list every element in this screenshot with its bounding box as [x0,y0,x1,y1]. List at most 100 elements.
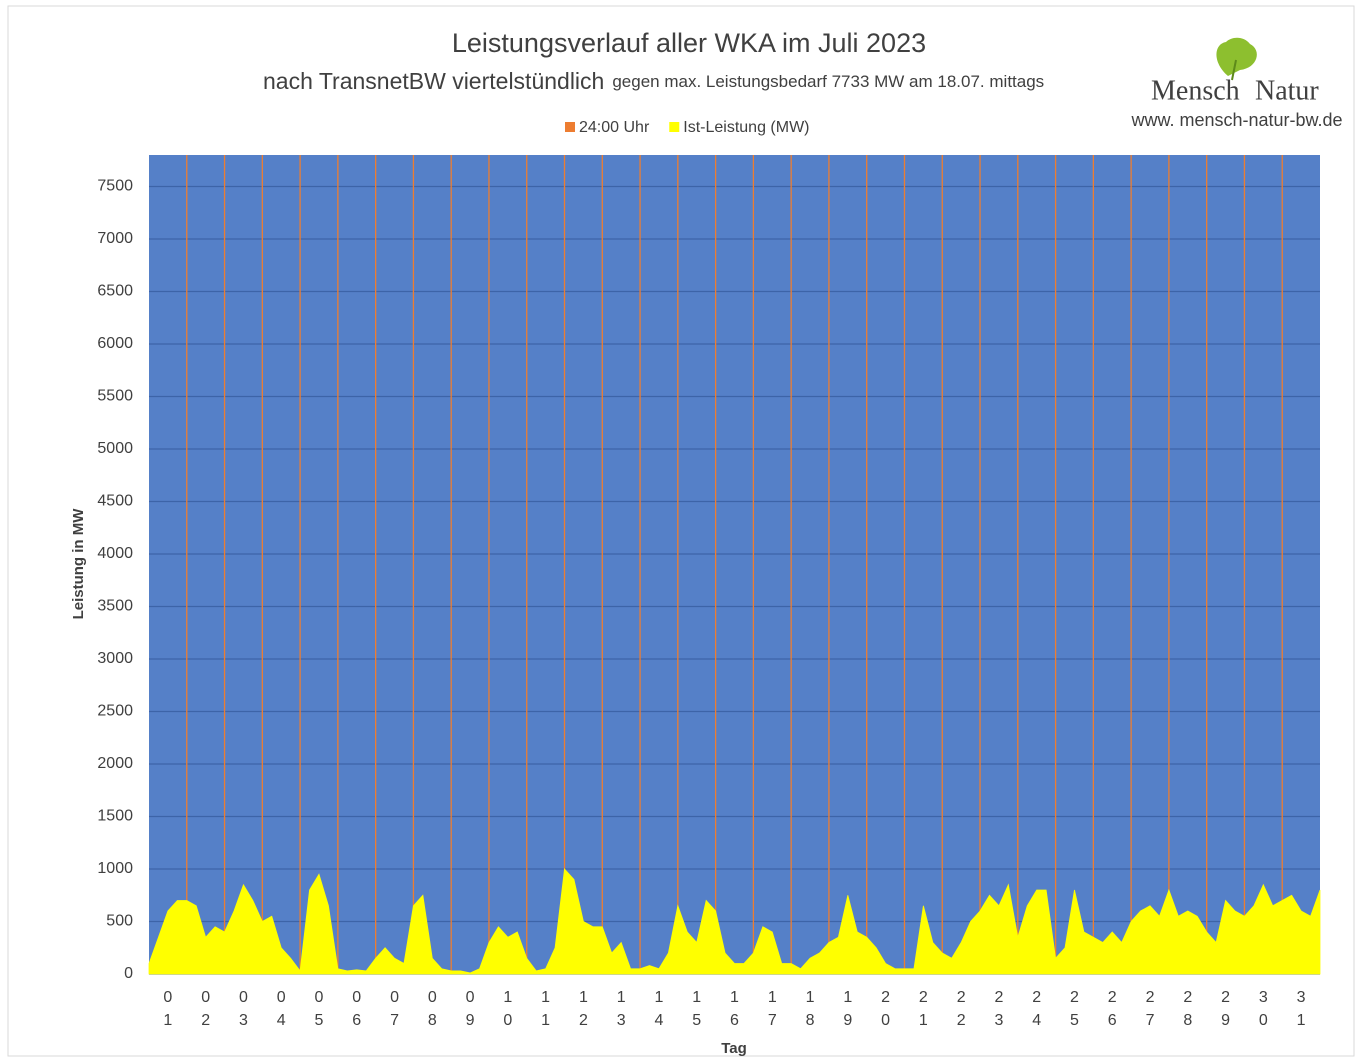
x-tick-char: 3 [994,1012,1003,1029]
x-tick-char: 6 [1108,1012,1117,1029]
x-tick-char: 5 [1070,1012,1079,1029]
x-tick-char: 0 [1259,1012,1268,1029]
x-tick-char: 2 [1070,989,1079,1006]
x-tick-char: 8 [806,1012,815,1029]
x-tick-char: 3 [1259,989,1268,1006]
plot-background [149,155,1320,974]
x-tick-char: 0 [503,1012,512,1029]
x-tick-char: 1 [768,989,777,1006]
x-tick-char: 1 [843,989,852,1006]
x-tick-char: 1 [1297,1012,1306,1029]
x-tick-char: 1 [919,1012,928,1029]
x-tick-char: 3 [617,1012,626,1029]
y-tick-label: 6500 [97,283,133,300]
x-tick-char: 7 [1146,1012,1155,1029]
x-tick-char: 1 [806,989,815,1006]
y-tick-label: 6000 [97,335,133,352]
subtitle: nach TransnetBW viertelstündlich [263,68,604,94]
y-tick-label: 1500 [97,808,133,825]
y-tick-label: 7000 [97,230,133,247]
x-tick-char: 0 [277,989,286,1006]
x-tick-char: 2 [881,989,890,1006]
legend-label: 24:00 Uhr [579,119,650,136]
x-tick-char: 0 [201,989,210,1006]
website: www. mensch-natur-bw.de [1130,110,1342,130]
y-tick-label: 3000 [97,650,133,667]
x-tick-char: 1 [503,989,512,1006]
y-tick-label: 7500 [97,178,133,195]
legend-swatch [565,122,575,132]
legend-swatch [669,122,680,132]
x-tick-char: 8 [1183,1012,1192,1029]
y-tick-label: 3500 [97,598,133,615]
logo-word: Natur [1255,75,1319,106]
x-tick-char: 2 [1146,989,1155,1006]
x-tick-char: 5 [692,1012,701,1029]
x-tick-char: 1 [654,989,663,1006]
legend: 24:00 Uhr Ist-Leistung (MW) [565,119,810,136]
x-tick-char: 2 [994,989,1003,1006]
subtitle-note: gegen max. Leistungsbedarf 7733 MW am 18… [612,72,1044,91]
y-tick-label: 5500 [97,388,133,405]
area [148,868,1321,975]
x-tick-char: 9 [466,1012,475,1029]
y-tick-label: 2500 [97,703,133,720]
logo-stem [1231,59,1237,81]
logo: Mensch Natur www. mensch-natur-bw.de [1130,37,1343,130]
x-tick-char: 0 [352,989,361,1006]
x-axis-label: Tag [721,1040,747,1057]
x-tick-char: 6 [730,1012,739,1029]
x-tick-char: 2 [1108,989,1117,1006]
x-tick-char: 9 [843,1012,852,1029]
x-tick-char: 1 [541,1012,550,1029]
x-tick-char: 4 [1032,1012,1041,1029]
x-tick-char: 1 [579,989,588,1006]
x-tick-char: 4 [277,1012,286,1029]
y-tick-label: 4000 [97,545,133,562]
x-tick-char: 3 [1297,989,1306,1006]
x-tick-char: 1 [692,989,701,1006]
y-tick-label: 500 [106,913,133,930]
x-tick-char: 9 [1221,1012,1230,1029]
y-tick-label: 0 [124,965,133,982]
x-tick-char: 0 [315,989,324,1006]
x-tick-char: 0 [390,989,399,1006]
x-tick-char: 2 [1032,989,1041,1006]
x-tick-char: 7 [768,1012,777,1029]
x-tick-char: 0 [163,989,172,1006]
x-tick-char: 0 [239,989,248,1006]
x-tick-char: 2 [1221,989,1230,1006]
legend-label: Ist-Leistung (MW) [683,119,809,136]
y-tick-label: 5000 [97,440,133,457]
x-tick-char: 1 [617,989,626,1006]
x-tick-char: 8 [428,1012,437,1029]
x-tick-char: 2 [919,989,928,1006]
